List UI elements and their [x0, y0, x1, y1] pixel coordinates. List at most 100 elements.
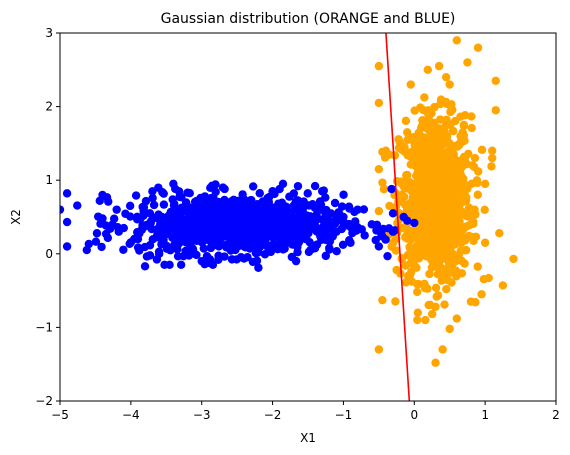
blue-point [332, 247, 341, 256]
orange-point [446, 120, 455, 129]
orange-point [388, 238, 398, 247]
orange-point [441, 154, 450, 163]
blue-point [140, 262, 150, 271]
blue-point [112, 205, 121, 214]
blue-point [247, 232, 257, 241]
x-tick-label: −5 [51, 408, 69, 422]
blue-point [162, 244, 172, 253]
blue-point [98, 190, 107, 200]
blue-point [92, 229, 102, 238]
plot-frame [59, 32, 557, 402]
orange-point [402, 205, 412, 215]
blue-point [325, 222, 334, 232]
blue-point [240, 203, 250, 212]
y-tick-label: −2 [35, 394, 53, 408]
blue-point [387, 184, 396, 194]
blue-point [338, 240, 348, 249]
blue-point [410, 218, 419, 228]
orange-point [424, 300, 433, 310]
blue-point [229, 195, 238, 205]
orange-point [447, 183, 456, 192]
blue-point [367, 220, 376, 229]
blue-point [248, 257, 258, 267]
orange-point [463, 212, 473, 221]
blue-point [274, 207, 283, 216]
orange-point [381, 146, 391, 155]
orange-point [473, 43, 483, 52]
blue-point [181, 246, 190, 256]
blue-point [98, 214, 107, 223]
orange-point [438, 345, 447, 354]
orange-point [424, 168, 434, 178]
orange-point [411, 178, 421, 188]
orange-point [464, 149, 473, 159]
orange-point [441, 72, 451, 82]
orange-point [466, 297, 476, 306]
blue-point [101, 229, 111, 239]
y-tick-label: 3 [45, 26, 53, 40]
orange-point [424, 226, 433, 235]
orange-point [447, 229, 457, 239]
orange-point [431, 283, 441, 292]
blue-point [155, 249, 164, 258]
blue-point [268, 187, 277, 196]
blue-point [169, 179, 178, 189]
blue-point [274, 231, 283, 240]
blue-point [137, 225, 146, 235]
blue-point [299, 197, 308, 206]
blue-point [332, 227, 341, 236]
x-tick-label: 1 [481, 408, 489, 422]
orange-point [419, 144, 428, 153]
orange-point [449, 126, 458, 136]
blue-point [131, 191, 141, 200]
blue-point [275, 184, 284, 194]
blue-point [62, 217, 72, 227]
orange-point [403, 230, 412, 239]
orange-point [374, 206, 384, 216]
orange-point [413, 287, 422, 297]
blue-point [125, 239, 134, 248]
blue-point [317, 215, 327, 224]
orange-point [433, 132, 442, 141]
blue-point [316, 224, 325, 234]
orange-point [477, 290, 486, 299]
orange-point [465, 220, 474, 230]
orange-point [447, 278, 456, 287]
orange-point [402, 170, 412, 180]
y-tick-label: 2 [45, 100, 53, 114]
y-tick-label: −1 [35, 320, 53, 334]
orange-point [440, 300, 449, 309]
orange-point [419, 201, 429, 211]
blue-point [109, 214, 119, 223]
ticks-layer: −5 −4 −3 −2 −1 0 1 2 −2 −1 0 1 2 3 [35, 26, 560, 422]
blue-point [276, 239, 285, 248]
y-axis-label: X2 [9, 209, 23, 225]
blue-point [248, 182, 258, 191]
blue-point [325, 243, 334, 253]
orange-point [436, 115, 445, 124]
x-tick-label: 2 [552, 408, 560, 422]
orange-point [445, 324, 454, 334]
orange-point [391, 297, 400, 306]
blue-point [185, 214, 195, 224]
x-tick-label: −2 [264, 408, 282, 422]
blue-point [345, 204, 354, 213]
orange-point [374, 164, 384, 174]
orange-point [442, 99, 452, 109]
blue-point [218, 183, 228, 192]
blue-point [213, 199, 223, 208]
blue-point [308, 200, 317, 209]
orange-point [487, 162, 496, 171]
orange-point [484, 273, 493, 283]
blue-point [254, 263, 263, 272]
blue-point [219, 212, 228, 221]
blue-point [139, 207, 148, 216]
orange-point [454, 250, 463, 260]
blue-point [307, 213, 317, 222]
orange-point [429, 154, 438, 163]
orange-point [410, 209, 419, 218]
orange-point [457, 222, 466, 231]
x-tick-label: −1 [335, 408, 353, 422]
blue-point [399, 212, 408, 222]
x-tick-label: −3 [193, 408, 211, 422]
